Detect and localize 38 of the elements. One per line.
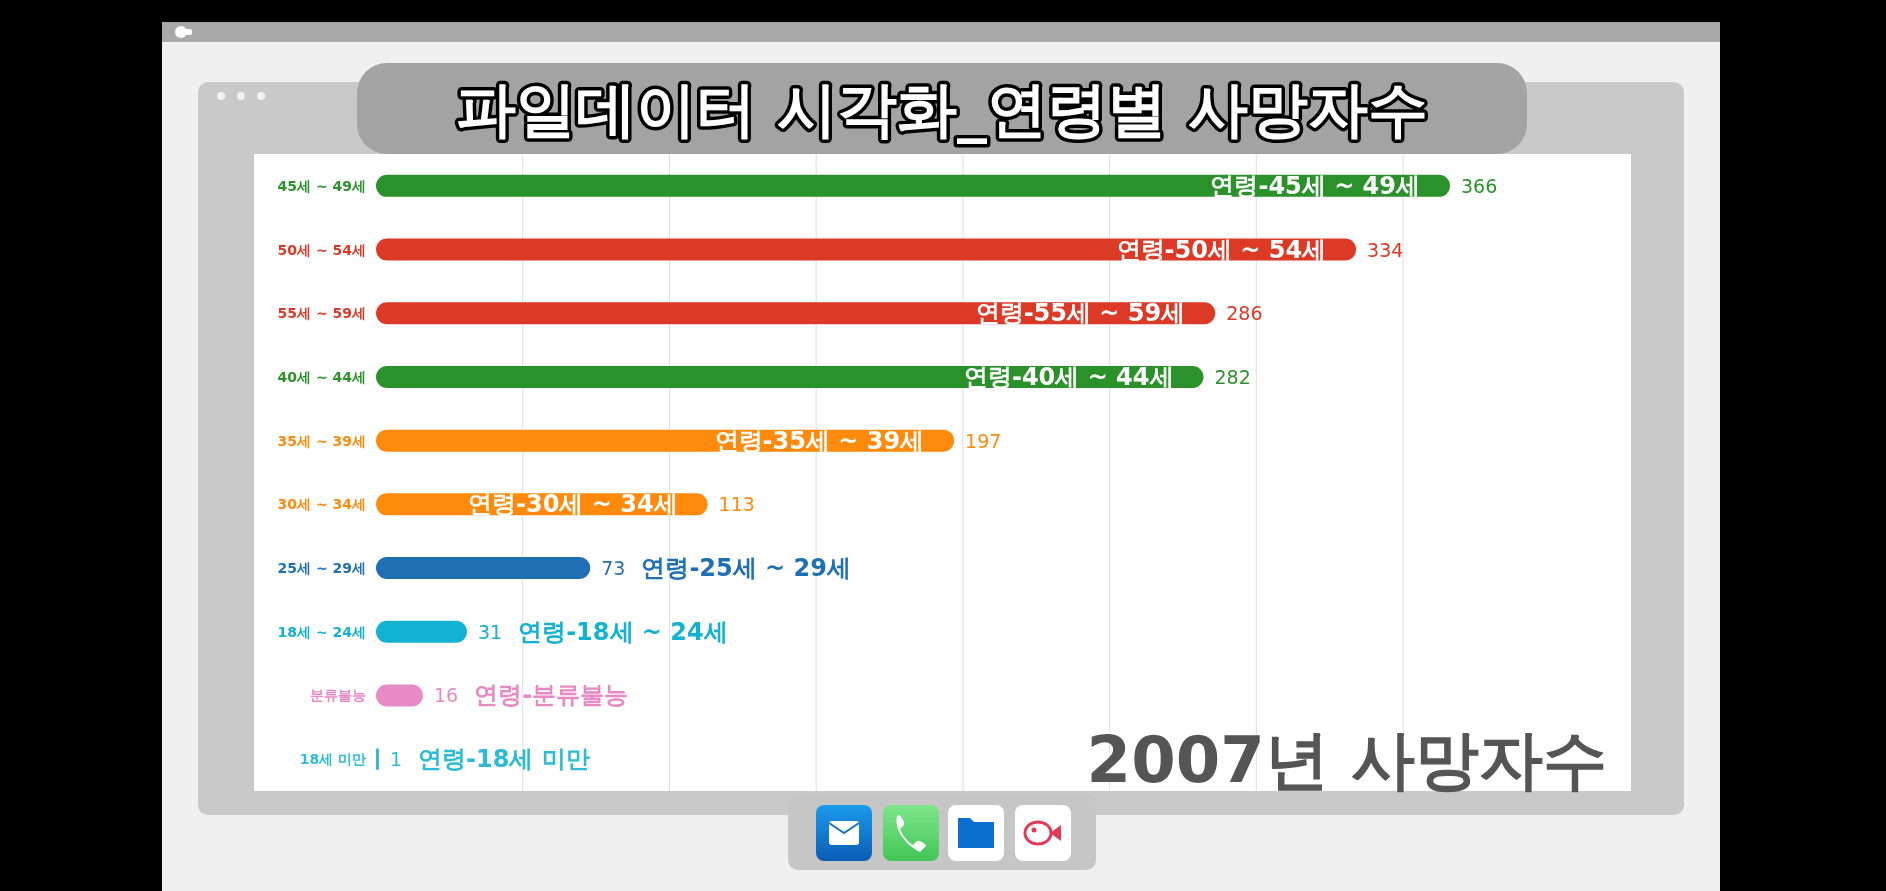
y-tick-label: 분류불능: [310, 687, 366, 704]
annotation: 연령-35세 ~ 39세: [714, 426, 925, 455]
data-label: 1: [389, 748, 403, 771]
data-label: 334: [1367, 238, 1404, 261]
data-label: 31: [477, 620, 503, 643]
bar: [376, 174, 1450, 197]
annotation: 연령-분류불능: [474, 681, 629, 710]
annotation: 연령-25세 ~ 29세: [641, 554, 851, 583]
data-label: 366: [1461, 174, 1498, 197]
annotation: 연령-18세 미만: [418, 745, 590, 774]
annotation: 연령-30세 ~ 34세: [468, 490, 678, 519]
data-label: 16: [433, 684, 459, 707]
data-label: 286: [1226, 302, 1263, 325]
annotation: 연령-50세 ~ 54세: [1116, 235, 1327, 264]
data-label: 282: [1214, 365, 1251, 388]
bar: [376, 238, 1357, 261]
bar: [376, 748, 379, 771]
bar: [376, 620, 467, 643]
annotation: 연령-40세 ~ 44세: [963, 362, 1174, 391]
data-label: 73: [601, 557, 626, 580]
y-tick-label: 25세 ~ 29세: [277, 560, 366, 577]
bar: [376, 557, 591, 580]
annotation: 연령-18세 ~ 24세: [518, 617, 728, 646]
y-tick-label: 18세 미만: [299, 751, 366, 768]
y-tick-label: 18세 ~ 24세: [277, 623, 366, 640]
y-tick-label: 30세 ~ 34세: [277, 496, 366, 513]
y-tick-label: 45세 ~ 49세: [277, 177, 366, 194]
y-tick-label: 40세 ~ 44세: [277, 368, 366, 385]
bar: [376, 684, 423, 707]
y-tick-label: 55세 ~ 59세: [277, 305, 366, 322]
data-label: 113: [718, 493, 755, 516]
chart-title: 파일데이터 시각화_연령별 사망자수: [456, 74, 1428, 144]
annotation: 2007년 사망자수: [1086, 723, 1607, 797]
annotation: 연령-45세 ~ 49세: [1210, 171, 1420, 200]
annotation: 연령-55세 ~ 59세: [975, 299, 1186, 328]
y-tick-label: 50세 ~ 54세: [277, 241, 366, 258]
data-label: 197: [965, 429, 1002, 452]
y-tick-label: 35세 ~ 39세: [277, 432, 366, 449]
